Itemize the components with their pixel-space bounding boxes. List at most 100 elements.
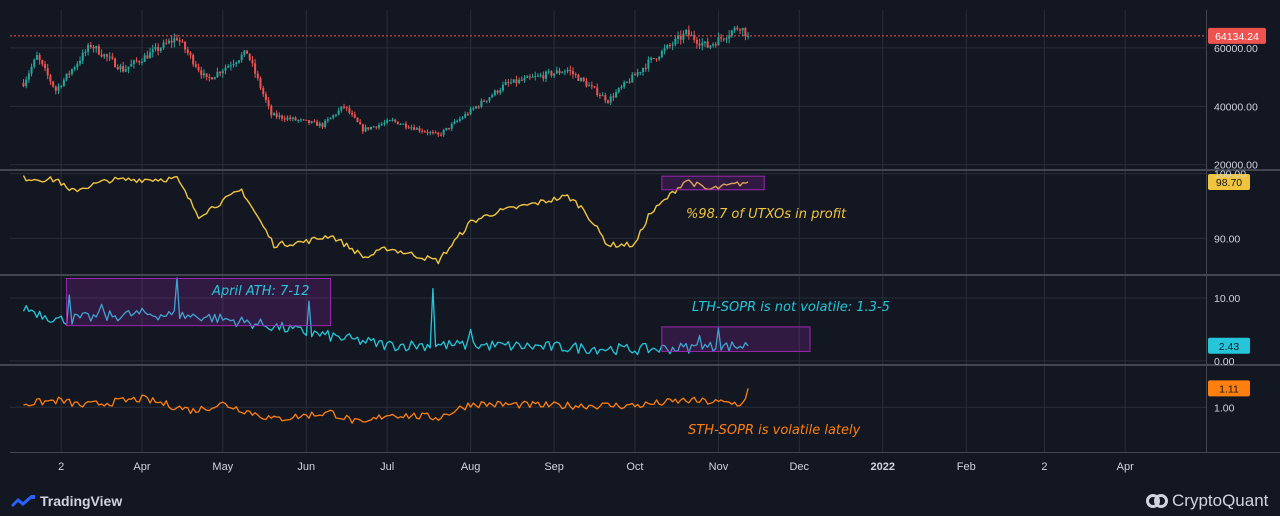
candle-body — [466, 114, 469, 116]
tradingview-logo[interactable]: TradingView — [10, 486, 122, 516]
candle-body — [308, 120, 310, 124]
candle-body — [68, 73, 71, 75]
candle-body — [593, 86, 596, 88]
candle-body — [149, 52, 152, 59]
candle-body — [725, 38, 728, 40]
candle-body — [582, 77, 585, 82]
candle-body — [313, 121, 316, 123]
candle-body — [227, 65, 230, 68]
last-value-label-bg — [1208, 337, 1250, 354]
candle-body — [100, 54, 103, 57]
candle-body — [343, 106, 346, 108]
candle-body — [305, 119, 308, 121]
candle-body — [658, 57, 661, 60]
candle-body — [162, 42, 165, 49]
candle-body — [501, 84, 504, 91]
candle-body — [189, 52, 192, 56]
cryptoquant-logo[interactable]: CryptoQuant — [1146, 486, 1268, 516]
candle-body — [682, 33, 685, 40]
candle-body — [264, 94, 267, 101]
lth-sopr-annotation: LTH-SOPR is not volatile: 1.3-5 — [692, 300, 890, 315]
chart-canvas: 64134.24 98.70 2.43 1.11 60000.00 40000.00 200… — [0, 10, 1280, 473]
x-tick-label: Aug — [461, 461, 481, 473]
candle-body — [173, 38, 176, 43]
x-tick-label: 2 — [58, 461, 64, 473]
candle-body — [111, 56, 114, 59]
candle-body — [176, 38, 179, 41]
candle-body — [458, 118, 461, 121]
candle-body — [25, 79, 28, 87]
candle-body — [356, 117, 359, 122]
candle-body — [143, 55, 146, 62]
candle-body — [124, 69, 127, 72]
candle-body — [404, 123, 407, 128]
candle-body — [122, 66, 125, 72]
x-tick-label: Jun — [297, 461, 315, 473]
candle-body — [353, 114, 356, 118]
tradingview-brand: TradingView — [40, 493, 123, 509]
candle-body — [445, 127, 448, 131]
candle-body — [434, 132, 437, 134]
candle-body — [604, 95, 607, 101]
candle-body — [52, 81, 55, 87]
candle-body — [472, 108, 475, 110]
candle-body — [450, 123, 453, 129]
candle-body — [256, 73, 259, 79]
candle-body — [46, 68, 49, 76]
candle-body — [512, 79, 515, 83]
candle-body — [380, 123, 383, 125]
candle-body — [65, 73, 68, 80]
candle-body — [367, 127, 370, 130]
candle-body — [79, 60, 82, 64]
y-tick-label: 0.00 — [1214, 356, 1235, 368]
candle-body — [391, 119, 394, 121]
y-tick-label: 10.00 — [1214, 293, 1240, 305]
candle-body — [240, 54, 243, 61]
candle-body — [87, 45, 90, 52]
candle-body — [437, 132, 440, 135]
candle-body — [205, 73, 208, 78]
candle-body — [695, 39, 698, 44]
candle-body — [138, 61, 141, 63]
candle-body — [469, 108, 472, 115]
last-value-label: 98.70 — [1216, 177, 1242, 189]
candle-body — [337, 110, 340, 115]
candle-body — [644, 68, 647, 70]
candle-body — [612, 96, 615, 98]
candle-body — [485, 100, 488, 102]
candle-body — [574, 74, 577, 76]
candle-body — [170, 40, 173, 43]
candle-body — [324, 120, 327, 127]
candle-body — [555, 70, 558, 74]
candle-body — [423, 131, 426, 133]
candle-body — [267, 100, 270, 107]
candle-body — [499, 90, 502, 93]
candle-body — [685, 29, 688, 34]
candle-body — [297, 119, 300, 121]
candle-body — [518, 79, 521, 84]
candle-body — [184, 41, 187, 50]
candle-body — [738, 29, 741, 31]
last-value-label: 2.43 — [1219, 341, 1240, 353]
y-tick-label: 90.00 — [1214, 233, 1240, 245]
candle-body — [116, 67, 119, 70]
sth-sopr-annotation: STH-SOPR is volatile lately — [688, 423, 861, 438]
candle-body — [410, 127, 413, 129]
candle-body — [671, 44, 674, 46]
lth-sopr-highlight-box — [661, 326, 811, 352]
candle-body — [615, 92, 618, 98]
candle-body — [211, 77, 214, 80]
candle-body — [154, 47, 157, 50]
candle-body — [192, 55, 195, 65]
april-ath-highlight-box — [66, 278, 332, 327]
candle-body — [493, 90, 496, 96]
x-tick-label: Oct — [626, 461, 643, 473]
candle-body — [208, 77, 211, 79]
candle-body — [146, 55, 149, 59]
candle-body — [361, 124, 364, 132]
candle-body — [461, 117, 464, 119]
candle-body — [326, 119, 329, 121]
april-ath-annotation: April ATH: 7-12 — [212, 284, 310, 299]
tradingview-icon — [11, 495, 35, 507]
candle-body — [491, 95, 494, 98]
